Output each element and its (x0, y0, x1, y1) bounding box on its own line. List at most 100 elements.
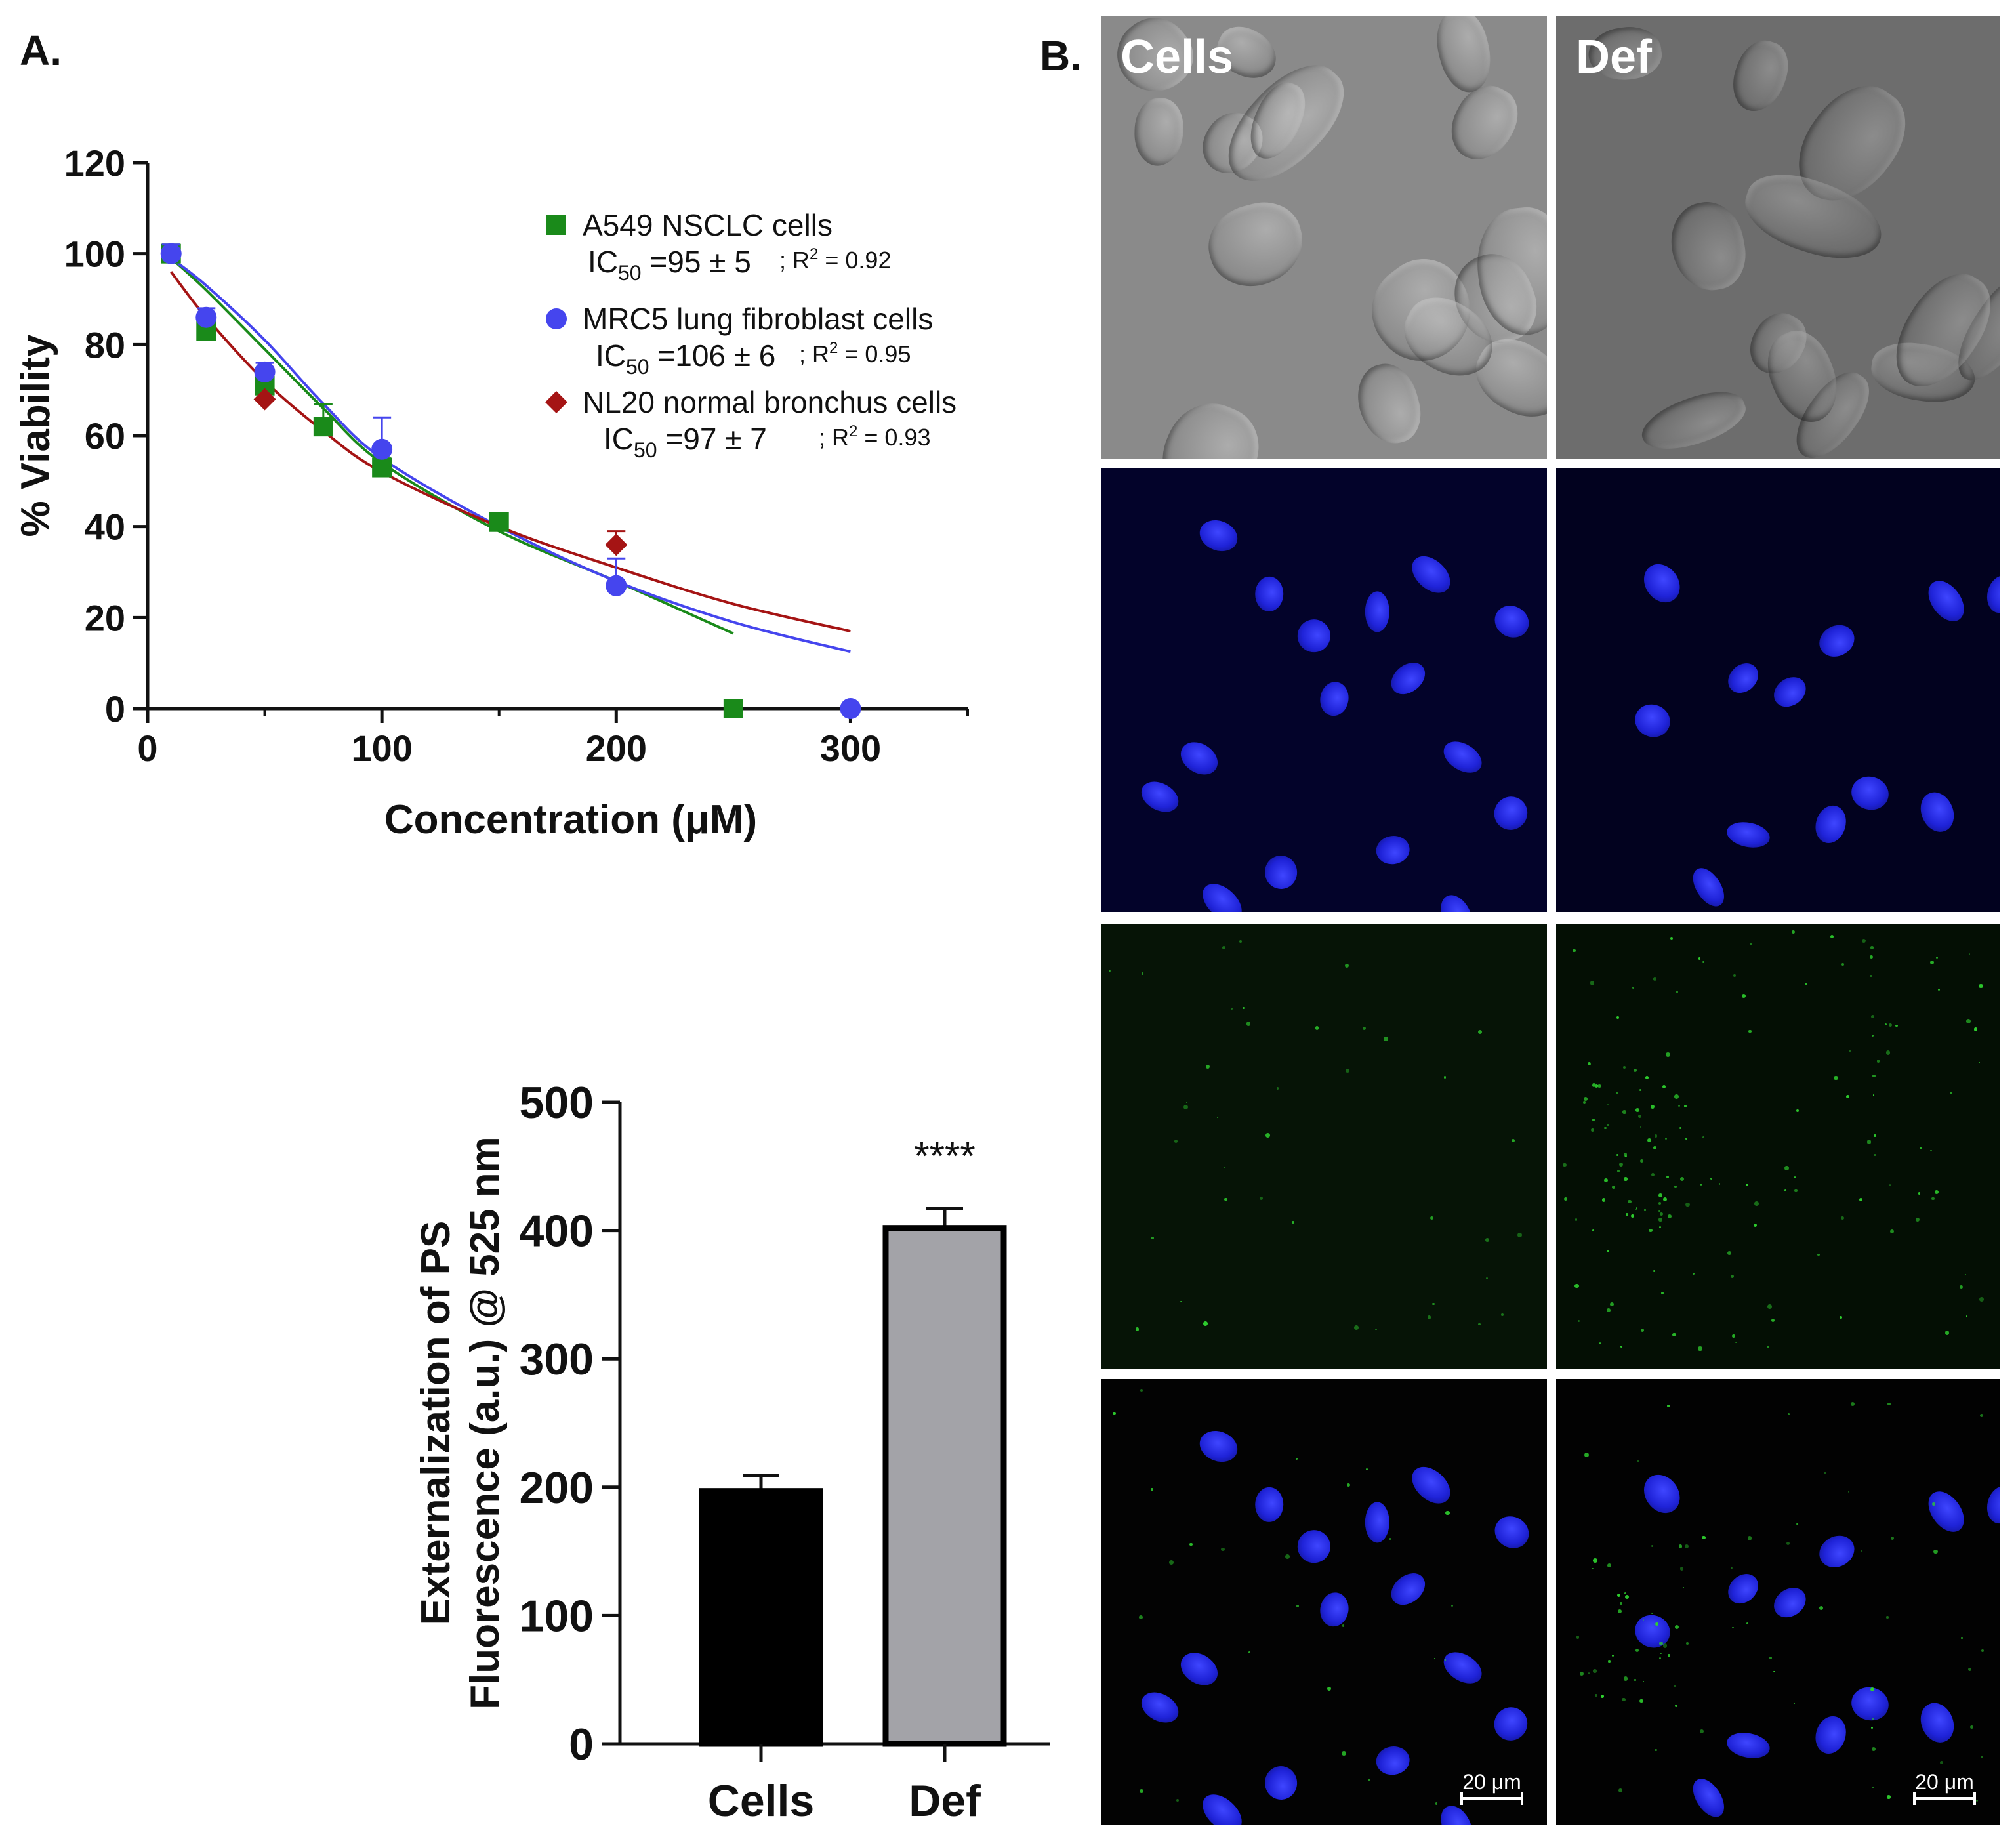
fluorescent-spot (1702, 1535, 1706, 1539)
fluorescent-spot (1931, 1197, 1935, 1201)
fluorescent-spot (1389, 1538, 1391, 1540)
viability-chart: 0 20 40 60 80 100 120 0 100 200 300 Concentration (… (13, 142, 969, 842)
fluorescent-spot (1592, 1119, 1595, 1122)
fluorescent-spot (1180, 1300, 1183, 1303)
fluorescent-spot (1944, 1331, 1950, 1335)
fluorescent-spot (1933, 1549, 1938, 1554)
fluorescent-spot (1563, 1163, 1567, 1167)
nucleus (1487, 1700, 1534, 1747)
fluorescent-spot (1660, 1291, 1664, 1294)
fluorescent-spot (1248, 1651, 1250, 1653)
fluorescent-spot (1638, 1114, 1642, 1119)
bar-y-tick-label: 200 (520, 1463, 594, 1513)
fluorescent-spot (1885, 1616, 1889, 1619)
fluorescent-spot (1665, 1052, 1670, 1058)
fluorescent-spot (1625, 1213, 1629, 1216)
fluorescent-spot (1576, 1636, 1579, 1639)
fluorescent-spot (1754, 1201, 1759, 1207)
fluorescent-spot (1674, 1094, 1679, 1099)
fluorescent-spot (1869, 955, 1873, 959)
fluorescent-spot (1342, 1751, 1346, 1756)
nucleus (1636, 557, 1687, 610)
fluorescent-spot (1819, 1605, 1823, 1610)
fluorescent-spot (1224, 1197, 1227, 1201)
fluorescent-spot (1659, 1212, 1663, 1216)
fluorescent-spot (1643, 1209, 1646, 1212)
nucleus (1636, 1468, 1687, 1521)
fluorescent-spot (1140, 1389, 1143, 1392)
fluorescent-spot (1174, 1140, 1178, 1144)
fluorescent-spot (1685, 1138, 1687, 1140)
fluorescent-spot (1659, 1657, 1661, 1660)
fluorescent-spot (1597, 1084, 1602, 1088)
micrograph-cells-annexin (1101, 924, 1547, 1369)
fluorescent-spot (1623, 1676, 1628, 1681)
fluorescent-spot (1651, 1544, 1654, 1547)
fluorescent-spot (1430, 1216, 1433, 1220)
fluorescent-spot (1672, 1333, 1677, 1337)
bar-y-tick-label: 500 (520, 1078, 594, 1128)
nucleus (1487, 789, 1534, 837)
fluorescent-spot (1584, 1453, 1590, 1458)
fluorescent-spot (1315, 1026, 1319, 1031)
fluorescent-spot (1934, 1189, 1939, 1194)
nucleus (1489, 1510, 1535, 1554)
fluorescent-spot (1617, 1609, 1622, 1614)
fluorescent-spot (1975, 1799, 1978, 1802)
fluorescent-spot (1685, 1202, 1690, 1207)
fluorescent-spot (1684, 1104, 1687, 1107)
fluorescent-spot (1573, 949, 1576, 953)
fluorescent-spot (1635, 1648, 1639, 1652)
fluorescent-spot (1970, 1725, 1974, 1729)
fluorescent-spot (1664, 1137, 1667, 1140)
fluorescent-spot (1895, 1024, 1898, 1027)
fluorescent-spot (1702, 1136, 1704, 1139)
fluorescent-spot (1375, 1328, 1377, 1330)
nucleus (1136, 775, 1184, 818)
fluorescent-spot (1653, 1146, 1656, 1149)
fluorescent-spot (1684, 1544, 1689, 1549)
cell-outline (1148, 389, 1272, 459)
legend-ic50-2: IC50 =97 ± 7 (604, 422, 767, 462)
fluorescent-spot (1794, 1189, 1798, 1193)
legend-ic50-0: IC50 =95 ± 5 (588, 245, 751, 285)
fluorescent-spot (1830, 934, 1834, 938)
fluorescent-spot (1291, 1220, 1295, 1224)
fluorescent-spot (1592, 1083, 1596, 1087)
fluorescent-spot (1109, 970, 1111, 972)
nucleus (1293, 615, 1334, 656)
fluorescent-spot (1978, 1062, 1980, 1064)
fluorescent-spot (1718, 1182, 1721, 1185)
micrograph-cells-dic: Cells (1101, 16, 1547, 459)
cell-outline (1200, 194, 1313, 296)
fluorescent-spot (1817, 1253, 1820, 1256)
legend-ic50-1: IC50 =106 ± 6 (596, 339, 775, 379)
fluorescent-spot (1582, 1100, 1586, 1104)
fluorescent-spot (1682, 1586, 1684, 1589)
fluorescent-spot (1698, 957, 1701, 960)
fluorescent-spot (1847, 1491, 1850, 1493)
fluorescent-spot (1866, 1140, 1872, 1145)
fluorescent-spot (1679, 1177, 1684, 1182)
nucleus (1630, 1610, 1675, 1653)
fluorescent-spot (1874, 1153, 1876, 1156)
fluorescent-spot (1733, 974, 1737, 978)
fluorescent-spot (1142, 972, 1144, 975)
fluorescent-spot (1607, 1123, 1609, 1126)
data-point-series-0 (723, 699, 743, 718)
micrograph-def-annexin (1556, 924, 2000, 1369)
nucleus (1921, 574, 1971, 629)
fluorescent-spot (1662, 1197, 1667, 1201)
fluorescent-spot (1678, 1544, 1683, 1549)
fluorescent-spot (1640, 1126, 1642, 1128)
fluorescent-spot (1185, 1101, 1187, 1103)
fluorescent-spot (1345, 964, 1349, 968)
nucleus (1921, 1485, 1971, 1539)
fluorescent-spot (1625, 1594, 1630, 1599)
fluorescent-spot (1845, 1095, 1849, 1099)
nucleus (1174, 735, 1224, 781)
fluorescent-spot (1938, 989, 1940, 991)
cell-outline (1134, 98, 1184, 167)
fluorescent-spot (1113, 1411, 1116, 1415)
fluorescent-spot (1932, 1502, 1935, 1506)
